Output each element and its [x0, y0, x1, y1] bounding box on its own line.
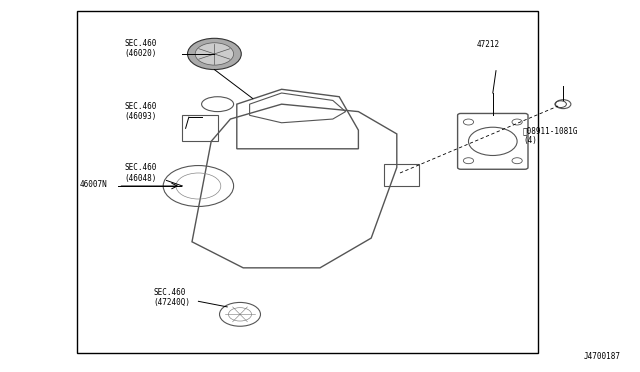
Bar	[384, 164, 419, 186]
Bar	[77, 11, 538, 353]
Circle shape	[188, 38, 241, 70]
Text: SEC.460
(46093): SEC.460 (46093)	[125, 102, 157, 121]
Text: 47212: 47212	[477, 40, 500, 49]
Circle shape	[195, 43, 234, 65]
Text: 46007N: 46007N	[80, 180, 108, 189]
Text: SEC.460
(46020): SEC.460 (46020)	[125, 39, 157, 58]
Text: SEC.460
(46048): SEC.460 (46048)	[125, 163, 157, 183]
Bar	[182, 115, 218, 141]
Text: ⓝ08911-1081G
(4): ⓝ08911-1081G (4)	[523, 126, 579, 145]
Text: J4700187: J4700187	[584, 352, 621, 361]
Text: SEC.460
(47240Q): SEC.460 (47240Q)	[154, 288, 191, 307]
